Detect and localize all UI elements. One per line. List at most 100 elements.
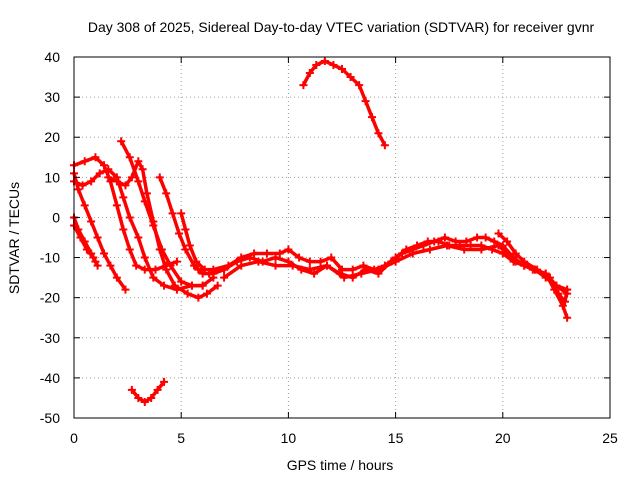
data-point [175,229,184,238]
data-point [511,249,520,258]
y-tick-label: -20 [40,290,60,306]
data-point [419,241,428,250]
data-point [87,249,96,258]
data-point [477,245,486,254]
y-tick-label: 10 [44,169,60,185]
series-trail [158,175,226,276]
y-tick-label: -30 [40,330,60,346]
y-axis-label: SDTVAR / TECUs [6,182,22,294]
series-trail [496,231,569,304]
data-point [271,261,280,270]
data-point [74,185,83,194]
data-point [125,213,134,222]
data-point [430,237,439,246]
series-trail [119,139,205,288]
data-point [359,261,368,270]
data-point [338,65,346,74]
data-point [166,261,175,270]
data-point [183,289,192,298]
series-trail [72,171,128,292]
data-point [295,253,304,262]
data-point [78,181,87,190]
data-point [346,73,355,82]
data-point [121,285,130,294]
data-point [149,221,158,230]
tick-marks [73,56,611,419]
series-trail [72,167,216,292]
data-point [112,177,121,186]
data-point [177,209,186,218]
data-point [134,233,143,242]
data-point [149,273,158,282]
x-axis-label: GPS time / hours [287,457,394,473]
data-point [284,245,293,254]
data-point [87,177,96,186]
data-point [305,257,314,266]
series-trail [301,59,387,147]
data-point [338,265,346,274]
data-point [112,273,121,282]
data-point [147,393,156,402]
data-point [462,237,471,246]
data-point [177,277,186,286]
data-point [220,273,229,282]
x-tick-label: 20 [495,430,511,446]
data-point [511,257,520,266]
data-point [299,81,308,90]
data-point [245,253,254,262]
data-point [198,281,207,290]
data-point [563,285,572,294]
data-point [138,165,147,174]
data-point [74,225,83,234]
data-point [160,281,169,290]
data-point [348,265,357,274]
data-point [140,253,149,262]
data-point [151,265,160,274]
series-arc3 [70,169,130,294]
data-point [380,141,389,150]
series-arc9 [177,209,209,274]
data-point [305,265,314,274]
x-tick-label: 15 [388,430,404,446]
data-point [440,233,449,242]
data-point [119,193,128,202]
data-point [262,249,271,258]
data-point [140,265,149,274]
data-point [250,249,259,258]
y-tick-label: -50 [40,410,60,426]
y-tick-labels: -50 -40 -30 -20 -10 0 10 20 30 40 [40,49,60,426]
x-tick-label: 10 [281,430,297,446]
data-point [254,257,263,266]
data-point [554,289,563,298]
data-point [329,61,338,70]
data-point [327,253,336,262]
data-point [205,269,214,278]
data-point [563,313,572,322]
data-point [312,61,321,70]
data-point [190,261,199,270]
data-point [322,261,331,270]
data-point [100,249,109,258]
x-tick-labels: 0 5 10 15 20 25 [70,430,618,446]
data-point [93,261,102,270]
data-point [425,245,434,254]
data-point [106,261,115,270]
data-point [558,301,567,310]
data-point [320,57,329,66]
data-point [316,257,325,266]
data-point [361,97,370,106]
data-point [185,241,194,250]
x-tick-label: 5 [177,430,185,446]
data-point [494,241,503,250]
x-tick-label: 0 [70,430,78,446]
data-point [494,229,503,238]
data-point [104,173,113,182]
data-point [132,261,141,270]
data-point [368,113,377,122]
data-point [125,245,134,254]
data-point [520,257,529,266]
data-point [220,265,229,274]
y-tick-label: 0 [52,209,60,225]
data-point [121,181,130,190]
